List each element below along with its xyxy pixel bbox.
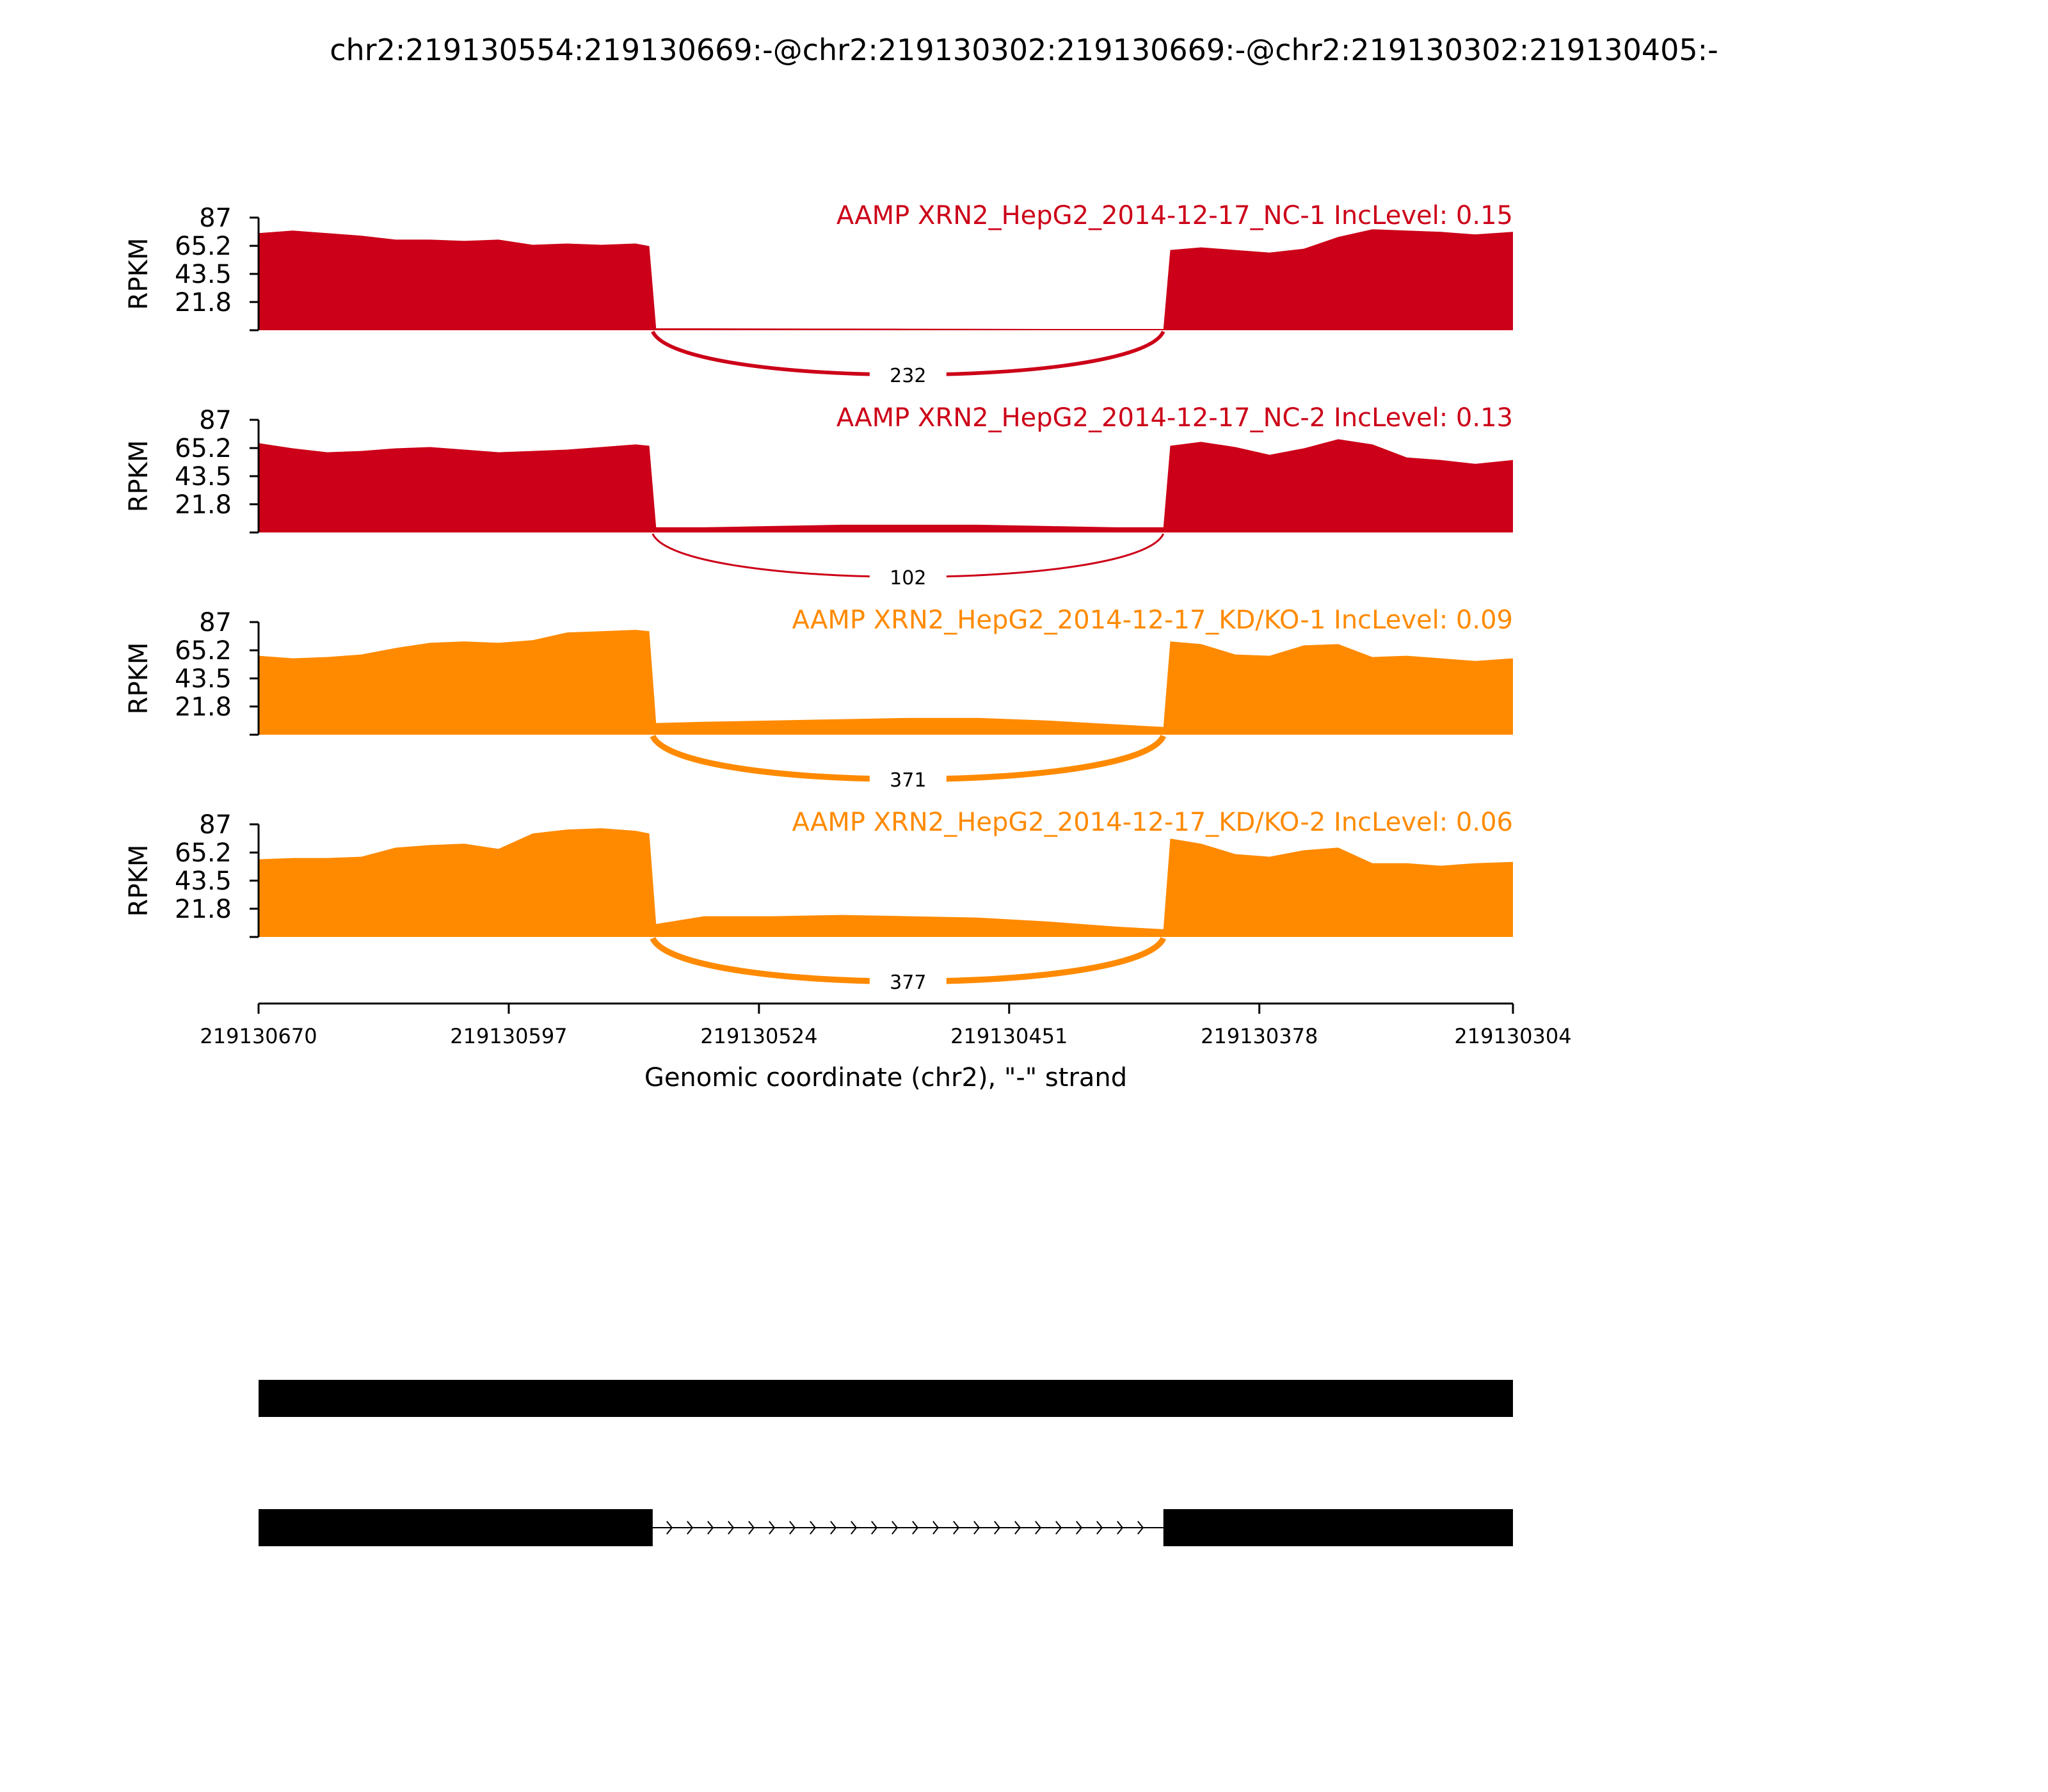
strand-arrow [1096,1521,1103,1535]
y-axis-label: RPKM [124,238,154,310]
x-tick-label: 219130378 [1201,1024,1318,1048]
y-tick-label: 87 [199,204,232,233]
junction-count: 377 [890,972,926,994]
gene-model [259,1380,1513,1546]
coverage-area [259,630,1513,735]
y-tick-label: 87 [199,406,232,435]
coverage-area [259,229,1513,330]
y-axis-label: RPKM [124,440,154,513]
y-tick-label: 87 [199,810,232,840]
strand-arrow [728,1521,735,1535]
strand-arrow [1137,1521,1144,1535]
chart-title: chr2:219130554:219130669:-@chr2:21913030… [330,33,1718,67]
y-axis-label: RPKM [124,643,154,715]
coverage-area [259,828,1513,937]
coverage-area [259,439,1513,532]
strand-arrow [994,1521,1001,1535]
strand-arrow [1035,1521,1042,1535]
strand-arrow [953,1521,960,1535]
y-tick-label: 43.5 [175,462,232,492]
y-tick-label: 43.5 [175,260,232,289]
y-tick-label: 65.2 [175,232,232,261]
strand-arrow [789,1521,796,1535]
sample-label: AAMP XRN2_HepG2_2014-12-17_NC-2 IncLevel… [836,403,1513,433]
y-tick-label: 21.8 [175,895,232,924]
y-tick-label: 65.2 [175,838,232,868]
strand-arrow [830,1521,837,1535]
strand-arrow [932,1521,940,1535]
y-tick-label: 21.8 [175,288,232,317]
strand-arrow [973,1521,980,1535]
junction-count: 371 [890,769,926,792]
y-tick-label: 21.8 [175,692,232,722]
y-tick-label: 43.5 [175,664,232,694]
x-tick-label: 219130451 [950,1024,1068,1048]
x-tick-label: 219130670 [200,1024,317,1048]
exon-block [1163,1509,1513,1546]
x-tick-label: 219130304 [1454,1024,1571,1048]
strand-arrow [1117,1521,1124,1535]
sample-label: AAMP XRN2_HepG2_2014-12-17_KD/KO-1 IncLe… [792,605,1513,635]
junction-label-bg [869,764,947,792]
y-tick-label: 65.2 [175,434,232,463]
strand-arrow [707,1521,714,1535]
y-tick-label: 21.8 [175,490,232,520]
junction-label-bg [869,561,947,589]
strand-arrow [851,1521,858,1535]
x-axis: 219130670 219130597 219130524 219130451 2191… [200,1002,1572,1048]
junction-count: 102 [890,567,926,589]
x-axis-label: Genomic coordinate (chr2), "-" strand [644,1063,1127,1092]
exon-block [259,1509,653,1546]
transcript [259,1509,1513,1546]
exon-block [259,1380,1513,1417]
strand-arrow [912,1521,919,1535]
x-tick-label: 219130597 [450,1024,567,1048]
strand-arrow [666,1521,673,1535]
strand-arrow [687,1521,694,1535]
strand-arrow [1014,1521,1021,1535]
sample-label: AAMP XRN2_HepG2_2014-12-17_KD/KO-2 IncLe… [792,808,1513,837]
y-tick-label: 65.2 [175,636,232,666]
transcript [259,1380,1513,1417]
strand-arrow [892,1521,899,1535]
junction-label-bg [869,359,947,387]
x-tick-label: 219130524 [700,1024,817,1048]
y-tick-label: 87 [199,608,232,637]
y-axis-label: RPKM [124,845,154,917]
strand-arrow [769,1521,776,1535]
junction-label-bg [869,966,947,994]
junction-count: 232 [890,365,926,387]
strand-arrow [1076,1521,1083,1535]
strand-arrow [1055,1521,1062,1535]
strand-arrow [748,1521,755,1535]
strand-arrow [810,1521,817,1535]
sample-label: AAMP XRN2_HepG2_2014-12-17_NC-1 IncLevel… [836,201,1513,230]
y-tick-label: 43.5 [175,867,232,896]
strand-arrow [871,1521,878,1535]
